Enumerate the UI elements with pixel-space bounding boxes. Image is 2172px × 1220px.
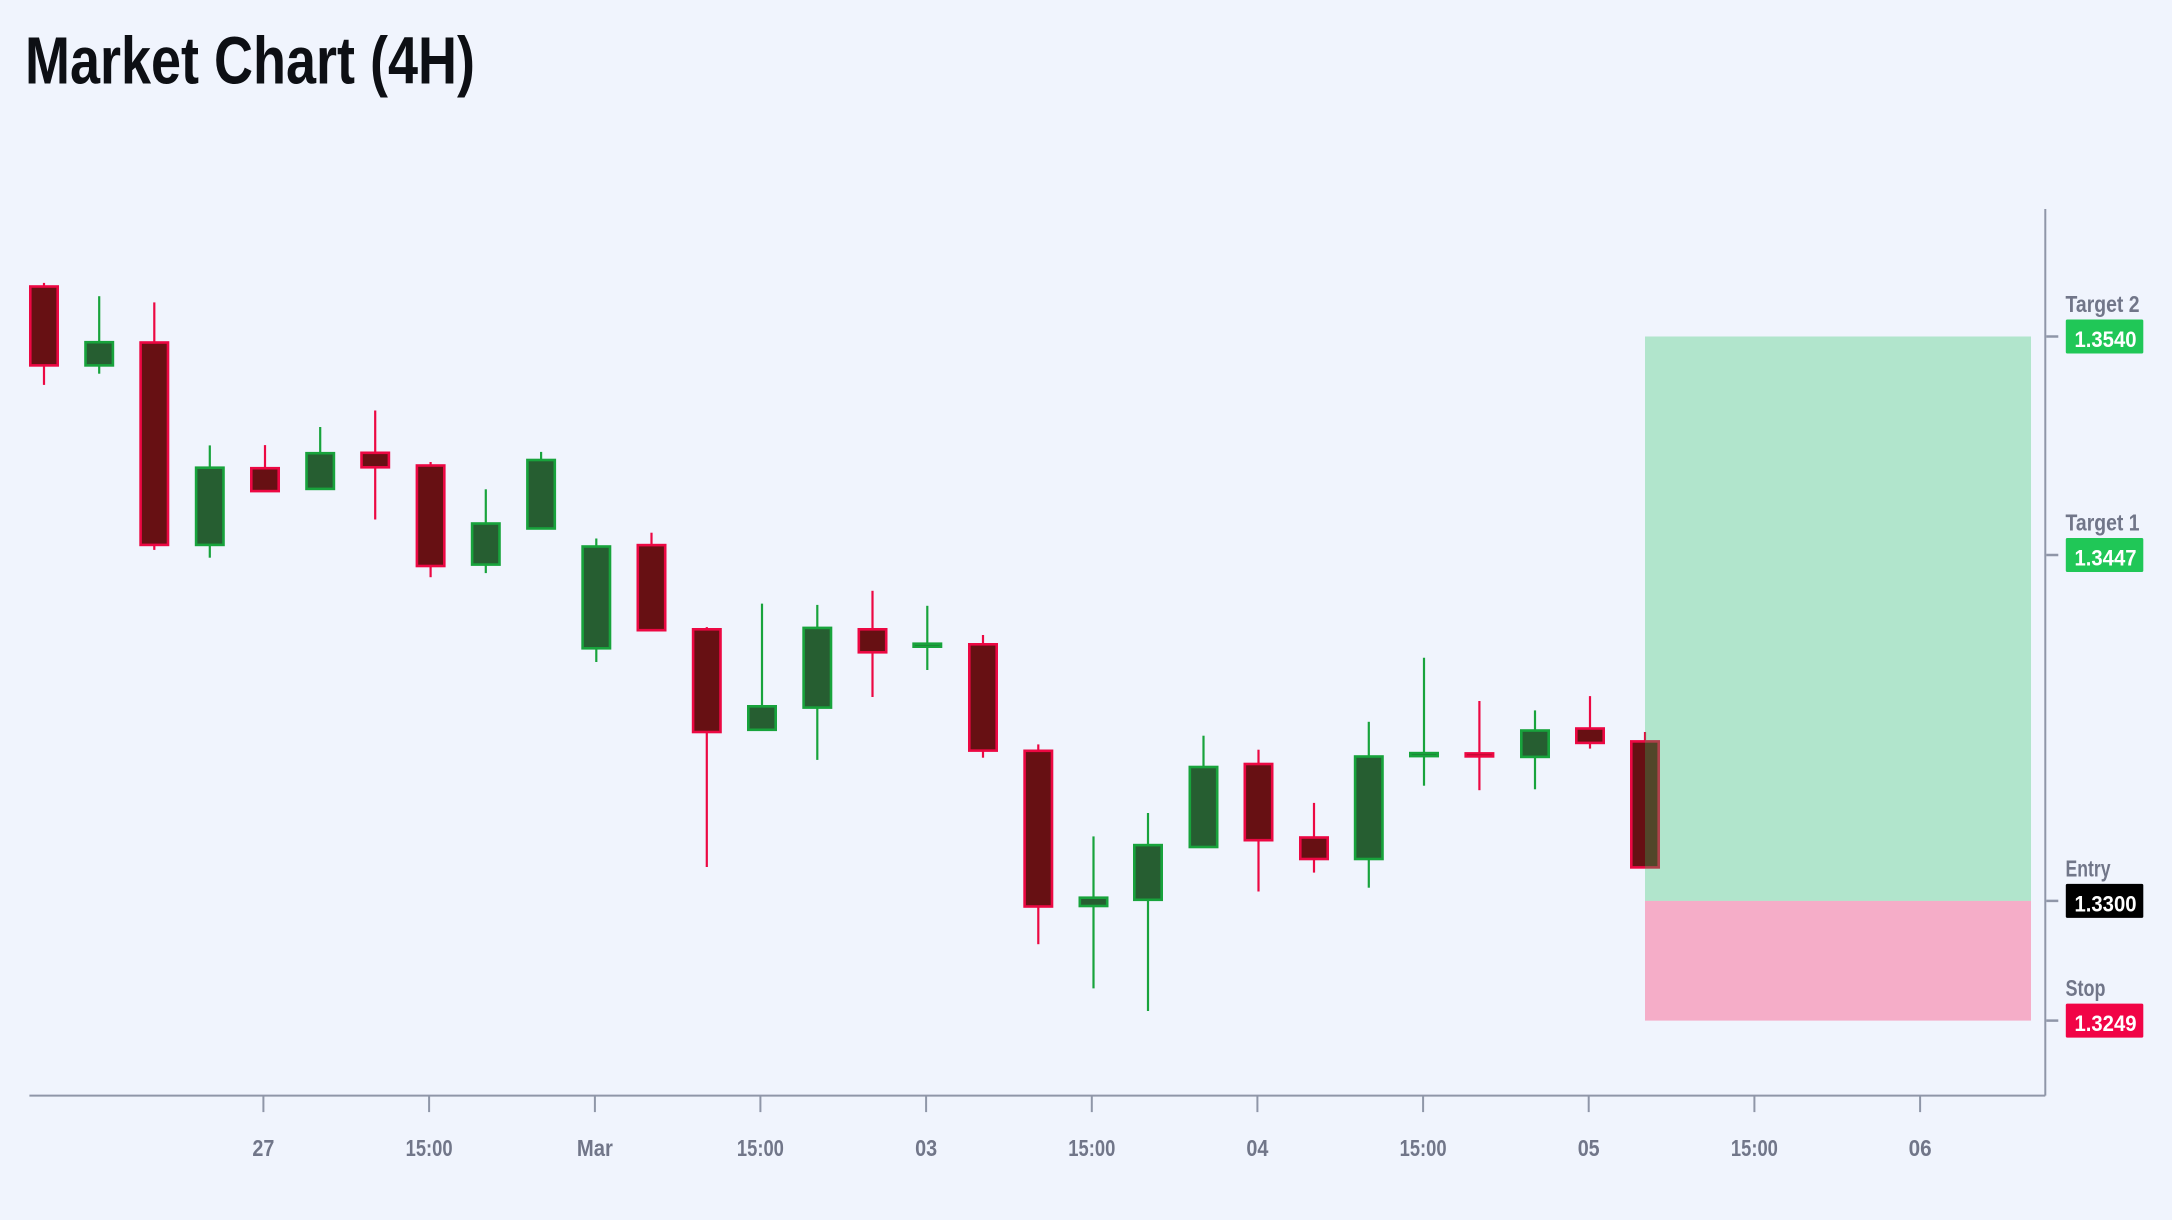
svg-text:15:00: 15:00 [737,1135,784,1161]
svg-text:Target 1: Target 1 [2066,510,2140,536]
svg-text:03: 03 [915,1135,937,1161]
svg-text:05: 05 [1578,1135,1600,1161]
svg-text:1.3447: 1.3447 [2075,546,2137,571]
svg-text:Entry: Entry [2066,855,2111,881]
svg-text:15:00: 15:00 [406,1135,453,1161]
svg-text:04: 04 [1246,1135,1268,1161]
svg-text:1.3300: 1.3300 [2075,891,2137,916]
svg-text:Target 2: Target 2 [2066,291,2140,317]
svg-text:27: 27 [252,1135,274,1161]
svg-text:Stop: Stop [2066,975,2106,1001]
svg-text:15:00: 15:00 [1068,1135,1115,1161]
svg-text:1.3540: 1.3540 [2075,327,2137,352]
svg-text:Market Chart (4H): Market Chart (4H) [25,24,475,99]
svg-text:1.3249: 1.3249 [2075,1011,2137,1036]
svg-text:06: 06 [1909,1135,1932,1161]
svg-text:15:00: 15:00 [1400,1135,1447,1161]
svg-text:15:00: 15:00 [1731,1135,1778,1161]
svg-text:Mar: Mar [577,1135,613,1161]
